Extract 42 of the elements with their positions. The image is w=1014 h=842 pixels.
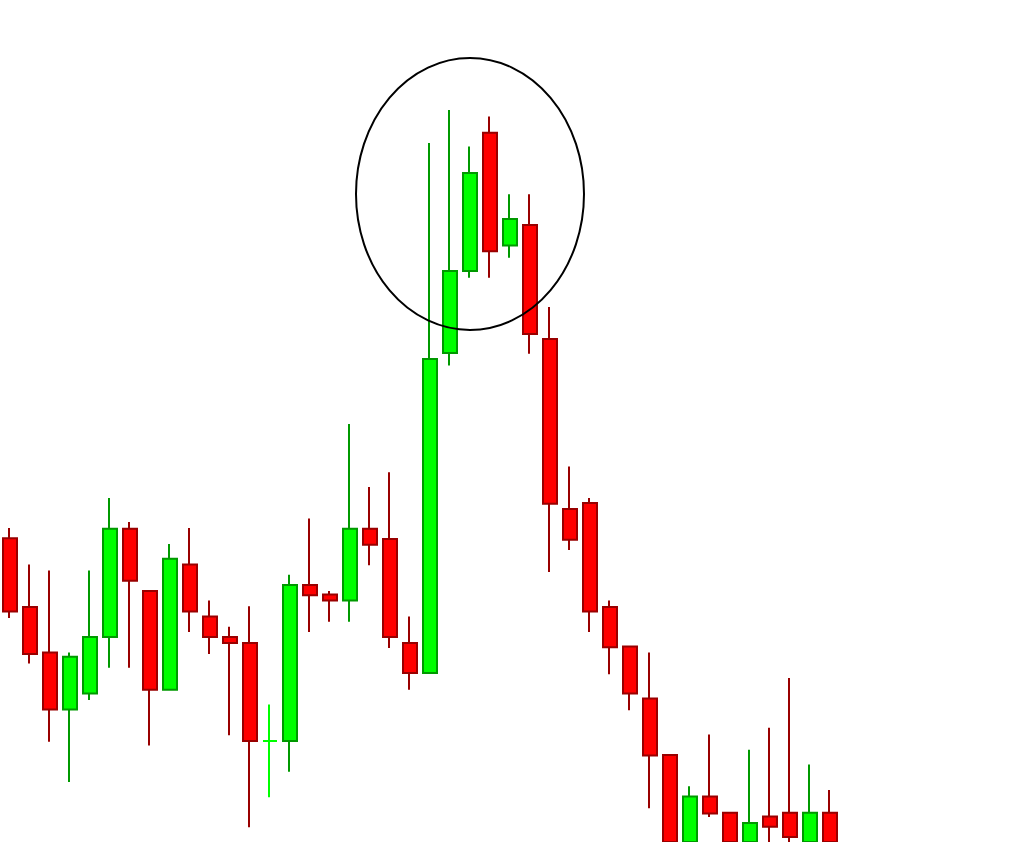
candlestick: [642, 651, 658, 810]
candlestick: [482, 115, 498, 279]
candlestick: [302, 517, 318, 633]
candlestick: [542, 305, 558, 573]
candlestick: [202, 599, 218, 655]
candlestick: [182, 526, 198, 633]
candlestick: [742, 748, 758, 842]
candlestick: [522, 193, 538, 355]
candlestick: [782, 677, 798, 842]
candlestick: [622, 645, 638, 712]
candlestick: [502, 193, 518, 259]
candlestick: [582, 496, 598, 633]
candlestick: [462, 145, 478, 279]
candlestick: [702, 733, 718, 819]
candlestick: [802, 763, 818, 842]
candlestick: [382, 471, 398, 650]
candlestick: [722, 811, 738, 842]
candlestick: [402, 615, 418, 691]
candlestick: [2, 526, 18, 620]
candlestick: [42, 569, 58, 743]
candlestick: [242, 605, 258, 829]
candlestick: [142, 589, 158, 747]
candlestick: [822, 789, 838, 842]
candlestick: [602, 599, 618, 676]
candlestick: [762, 726, 778, 842]
candlestick: [342, 423, 358, 623]
candlestick: [682, 785, 698, 842]
candlestick: [262, 703, 278, 799]
candlestick: [162, 543, 178, 691]
candlestick: [662, 753, 678, 842]
candlestick: [322, 589, 338, 623]
candlestick: [442, 109, 458, 367]
candlestick: [222, 625, 238, 737]
candlestick: [122, 521, 138, 669]
candlestick: [102, 496, 118, 669]
candlestick: [422, 141, 438, 674]
candlestick: [62, 651, 78, 783]
candlestick: [82, 569, 98, 701]
candlestick: [562, 465, 578, 551]
candlestick: [22, 563, 38, 665]
candlestick: [282, 573, 298, 773]
candlestick: [362, 485, 378, 567]
